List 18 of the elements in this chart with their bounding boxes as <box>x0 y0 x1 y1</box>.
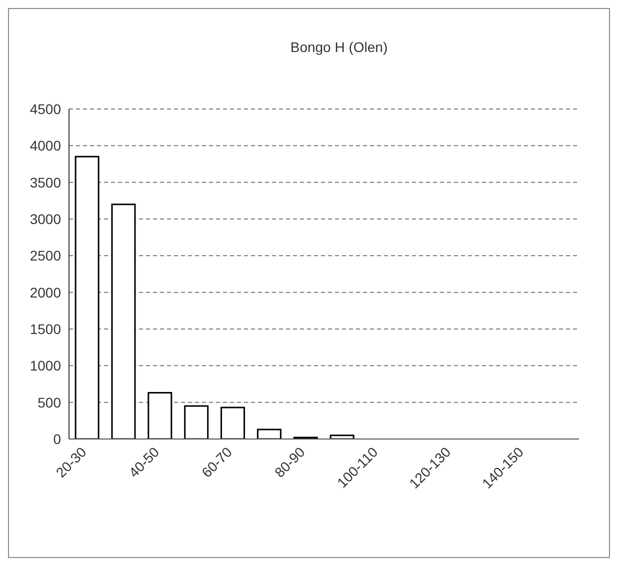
bar <box>220 406 246 439</box>
y-tick-label: 2500 <box>30 248 62 264</box>
y-tick-label: 3500 <box>30 174 62 190</box>
bar <box>74 156 100 439</box>
bar <box>184 405 209 439</box>
y-tick-label: 4500 <box>30 100 62 117</box>
bar <box>148 392 172 439</box>
chart-title: Bongo H (Olen) <box>289 38 389 57</box>
bar <box>256 428 282 439</box>
y-tick-label: 4000 <box>30 138 62 154</box>
y-tick-label: 2000 <box>30 284 62 300</box>
y-tick-label: 500 <box>38 394 62 410</box>
bar <box>111 204 136 439</box>
y-tick-label: 1000 <box>30 358 62 374</box>
y-tick-label: 0 <box>53 430 62 447</box>
bar <box>330 434 354 439</box>
y-tick-label: 1500 <box>30 320 62 337</box>
y-tick-label: 3000 <box>30 210 62 227</box>
